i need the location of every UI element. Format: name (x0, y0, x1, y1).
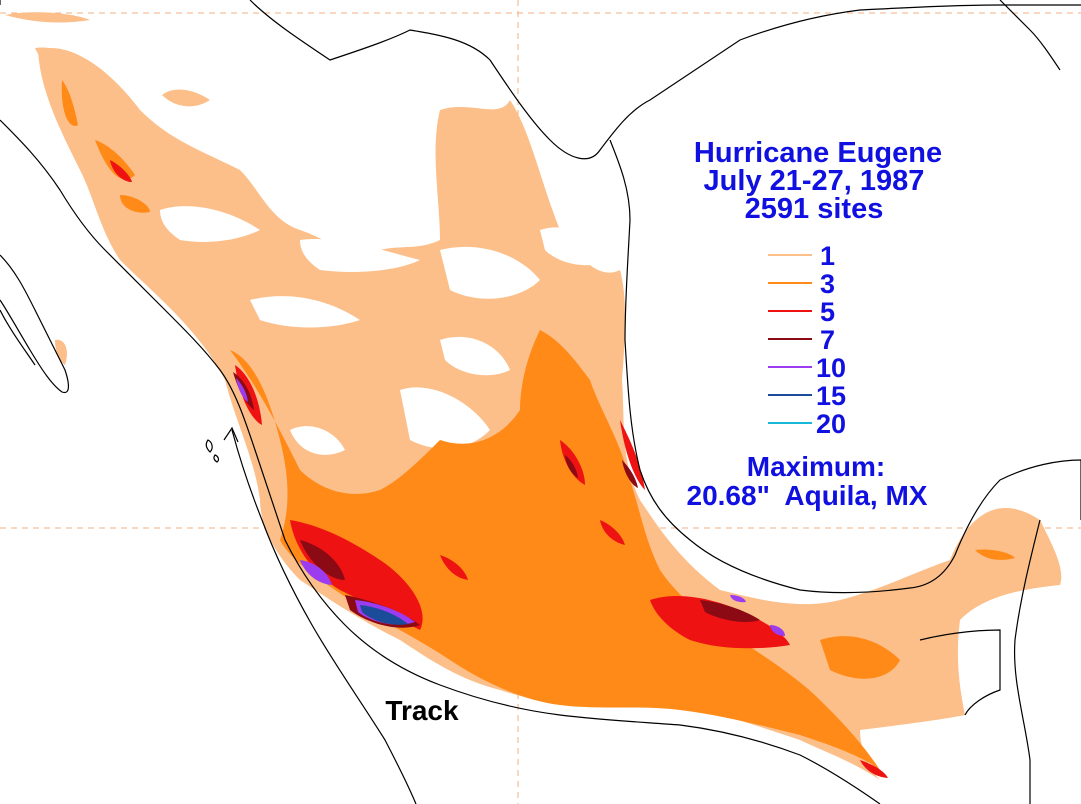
title-line-3: 2591 sites (745, 193, 884, 225)
legend-label-7: 7 (820, 325, 835, 355)
maximum-label: Maximum: (747, 451, 885, 482)
legend: 1 3 5 7 10 15 20 (768, 241, 846, 439)
legend-label-20: 20 (816, 409, 846, 439)
legend-label-1: 1 (820, 241, 835, 271)
legend-label-5: 5 (820, 297, 835, 327)
rain-contour-15 (360, 605, 408, 625)
title-line-1: Hurricane Eugene (694, 137, 942, 169)
track-label: Track (385, 695, 459, 726)
maximum-value: 20.68" Aquila, MX (687, 480, 928, 511)
legend-label-15: 15 (816, 381, 846, 411)
title-line-2: July 21-27, 1987 (704, 165, 925, 197)
maximum-annotation: Maximum: 20.68" Aquila, MX (687, 451, 928, 511)
rain-contour-3 (61, 80, 1015, 770)
legend-label-10: 10 (816, 353, 846, 383)
legend-label-3: 3 (820, 269, 835, 299)
map-title: Hurricane Eugene July 21-27, 1987 2591 s… (694, 137, 942, 225)
